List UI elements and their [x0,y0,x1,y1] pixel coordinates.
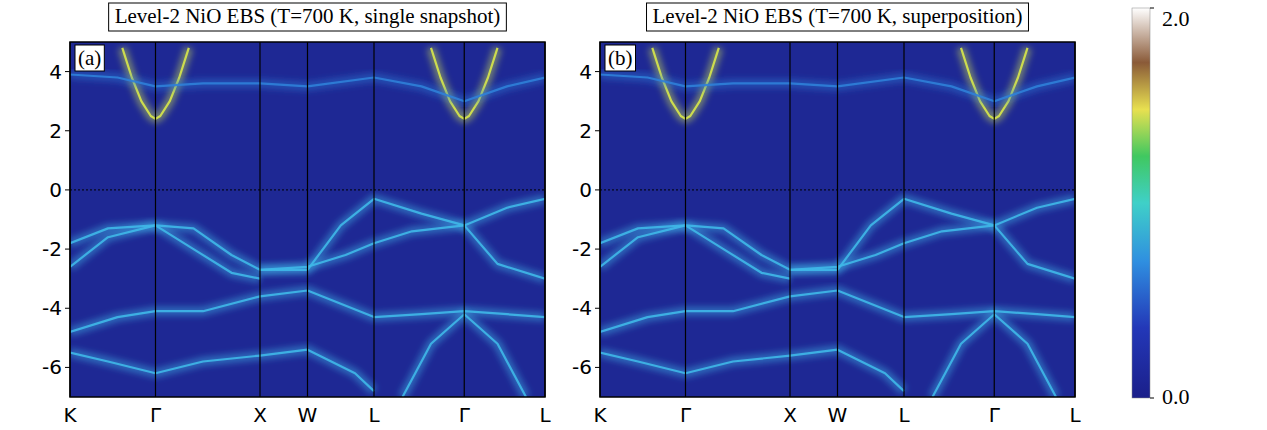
band [70,350,374,391]
k-point-line [155,42,156,397]
band-glow [156,225,261,278]
x-tick-label: Γ [989,403,1001,427]
band-glow [600,225,686,266]
panel-title-box [109,3,507,31]
x-tick-label: X [253,403,267,427]
y-tick-label: 0 [49,178,62,202]
y-tick-label: -6 [42,355,62,379]
panel-title: Level-2 NiO EBS (T=700 K, superposition) [653,4,1023,28]
y-tick-label: 4 [49,60,62,84]
x-tick-label: Γ [459,403,471,427]
k-point-line [994,42,995,397]
band-glow [994,225,1075,278]
panel-title-box [647,3,1029,31]
band [600,350,904,391]
k-point-line [903,42,904,397]
y-tick-label: 0 [579,178,592,202]
y-tick-label: 4 [579,60,592,84]
plot-background [70,42,545,397]
x-tick-label: Γ [150,403,162,427]
band-glow [790,225,994,269]
panel: K Γ X W L Γ L -6 -4 -2 0 2 4 (b) Level-2 NiO EBS (T=70… [572,3,1081,427]
x-tick-label: W [298,403,318,427]
x-tick-label: Γ [680,403,692,427]
band-glow [70,225,156,266]
x-tick-label: W [828,403,848,427]
x-tick-label: L [539,403,551,427]
plot-frame [70,42,545,397]
panel-label: (a) [78,46,101,70]
x-tick-label: K [63,403,77,427]
panel-label-box [75,45,104,71]
figure: K Γ X W L Γ L -6 -4 -2 0 2 4 (a) Level-2 NiO EBS (T=70… [0,0,1267,430]
y-tick-label: -2 [572,237,592,261]
band [464,225,545,278]
k-point-line [789,42,790,397]
y-tick-label: -4 [42,296,62,320]
panel: K Γ X W L Γ L -6 -4 -2 0 2 4 (a) Level-2 NiO EBS (T=70… [42,3,551,427]
y-tick-label: -4 [572,296,592,320]
band-glow [70,350,374,391]
x-tick-label: K [593,403,607,427]
y-tick-label: -6 [572,355,592,379]
y-tick-label: -2 [42,237,62,261]
k-point-line [259,42,260,397]
colorbar-tick-label: 2.0 [1162,6,1190,31]
colorbar-bar [1132,8,1150,398]
band-glow [464,225,545,278]
band [156,225,261,278]
colorbar-tick-label: 0.0 [1162,384,1190,409]
k-point-line [685,42,686,397]
panel-label: (b) [608,46,633,70]
x-tick-label: L [898,403,910,427]
band [686,225,791,278]
y-tick-label: 2 [49,119,62,143]
panel-title: Level-2 NiO EBS (T=700 K, single snapsho… [115,4,501,28]
k-point-line [837,42,838,397]
band-glow [600,350,904,391]
plot-background [600,42,1075,397]
band-glow [260,225,464,269]
k-point-line [307,42,308,397]
x-tick-label: L [368,403,380,427]
band [260,225,464,269]
x-tick-label: L [1069,403,1081,427]
colorbar: 0.0 2.0 [1132,6,1190,409]
band [70,225,156,266]
panel-label-box [605,45,636,71]
colorbar-tick [1150,8,1154,9]
band-glow [686,225,791,278]
x-tick-label: X [783,403,797,427]
y-tick-label: 2 [579,119,592,143]
band [790,225,994,269]
k-point-line [464,42,465,397]
colorbar-tick [1150,398,1154,399]
plot-frame [600,42,1075,397]
band [600,225,686,266]
band [994,225,1075,278]
k-point-line [373,42,374,397]
